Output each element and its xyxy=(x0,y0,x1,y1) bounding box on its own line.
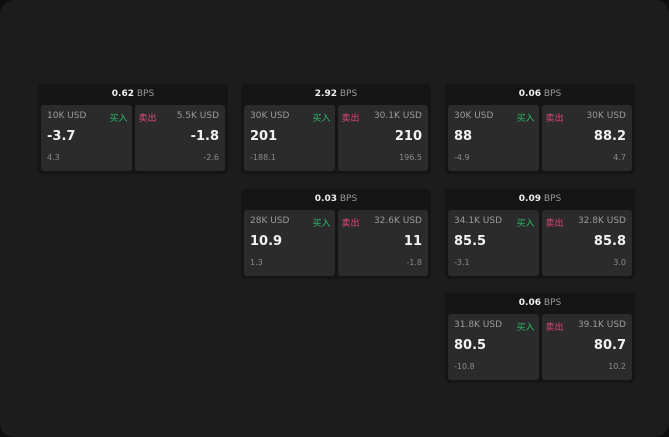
buy-quantity: 34.1K USD xyxy=(454,216,503,226)
buy-change: -10.8 xyxy=(454,362,475,371)
price-tile: 0.06 BPS 30K USD 买入 88 -4.9 卖出 30K USD 8… xyxy=(445,84,635,174)
sell-button[interactable]: 卖出 30K USD 88.2 4.7 xyxy=(541,105,632,171)
spread-header: 0.06 BPS xyxy=(445,84,635,104)
buy-change: -188.1 xyxy=(250,153,276,162)
buy-label: 买入 xyxy=(312,114,331,124)
buy-label: 买入 xyxy=(516,323,535,333)
price-tile: 0.06 BPS 31.8K USD 买入 80.5 -10.8 卖出 39.1… xyxy=(445,293,635,383)
buy-label: 买入 xyxy=(516,219,535,229)
sell-price: 80.7 xyxy=(593,338,626,353)
spread-header: 0.09 BPS xyxy=(445,189,635,209)
spread-unit: BPS xyxy=(339,89,358,99)
buy-change: 1.3 xyxy=(250,258,263,267)
sell-label: 卖出 xyxy=(545,323,564,333)
sell-label: 卖出 xyxy=(138,114,157,124)
spread-unit: BPS xyxy=(543,89,562,99)
sell-label: 卖出 xyxy=(341,114,360,124)
sell-label: 卖出 xyxy=(545,219,564,229)
sell-quantity: 39.1K USD xyxy=(577,320,626,330)
spread-header: 2.92 BPS xyxy=(241,84,431,104)
spread-value: 0.06 xyxy=(518,298,541,308)
sell-quantity: 32.6K USD xyxy=(373,216,422,226)
sell-change: 3.0 xyxy=(613,258,626,267)
buy-quantity: 30K USD xyxy=(454,111,494,121)
sell-button[interactable]: 卖出 30.1K USD 210 196.5 xyxy=(337,105,428,171)
buy-button[interactable]: 30K USD 买入 88 -4.9 xyxy=(448,105,539,171)
sell-change: 4.7 xyxy=(613,153,626,162)
sell-change: -2.6 xyxy=(203,153,219,162)
buy-change: -4.9 xyxy=(454,153,470,162)
buy-label: 买入 xyxy=(109,114,128,124)
spread-unit: BPS xyxy=(136,89,155,99)
sell-quantity: 30.1K USD xyxy=(373,111,422,121)
spread-unit: BPS xyxy=(543,298,562,308)
sell-change: -1.8 xyxy=(406,258,422,267)
buy-quantity: 30K USD xyxy=(250,111,290,121)
spread-unit: BPS xyxy=(339,194,358,204)
sell-quantity: 32.8K USD xyxy=(577,216,626,226)
sell-button[interactable]: 卖出 39.1K USD 80.7 10.2 xyxy=(541,314,632,380)
buy-change: -3.1 xyxy=(454,258,470,267)
spread-header: 0.62 BPS xyxy=(38,84,228,104)
sell-label: 卖出 xyxy=(341,219,360,229)
spread-value: 0.09 xyxy=(518,194,541,204)
sell-price: 11 xyxy=(403,234,422,249)
sell-button[interactable]: 卖出 5.5K USD -1.8 -2.6 xyxy=(134,105,225,171)
buy-price: 201 xyxy=(250,129,278,144)
buy-button[interactable]: 10K USD 买入 -3.7 4.3 xyxy=(41,105,132,171)
sell-price: 210 xyxy=(394,129,422,144)
buy-price: -3.7 xyxy=(47,129,76,144)
sell-price: 88.2 xyxy=(593,129,626,144)
sell-change: 10.2 xyxy=(608,362,626,371)
sell-label: 卖出 xyxy=(545,114,564,124)
sell-quantity: 5.5K USD xyxy=(176,111,219,121)
sell-button[interactable]: 卖出 32.8K USD 85.8 3.0 xyxy=(541,210,632,276)
buy-price: 10.9 xyxy=(250,234,283,249)
sell-button[interactable]: 卖出 32.6K USD 11 -1.8 xyxy=(337,210,428,276)
sell-price: 85.8 xyxy=(593,234,626,249)
buy-price: 88 xyxy=(454,129,473,144)
spread-value: 0.03 xyxy=(314,194,337,204)
price-tile: 2.92 BPS 30K USD 买入 201 -188.1 卖出 30.1K … xyxy=(241,84,431,174)
buy-button[interactable]: 31.8K USD 买入 80.5 -10.8 xyxy=(448,314,539,380)
spread-value: 2.92 xyxy=(314,89,337,99)
buy-quantity: 31.8K USD xyxy=(454,320,503,330)
buy-label: 买入 xyxy=(516,114,535,124)
sell-price: -1.8 xyxy=(190,129,219,144)
spread-value: 0.06 xyxy=(518,89,541,99)
price-tile: 0.62 BPS 10K USD 买入 -3.7 4.3 卖出 5.5K USD… xyxy=(38,84,228,174)
price-tile: 0.03 BPS 28K USD 买入 10.9 1.3 卖出 32.6K US… xyxy=(241,189,431,279)
buy-button[interactable]: 30K USD 买入 201 -188.1 xyxy=(244,105,335,171)
spread-value: 0.62 xyxy=(111,89,134,99)
buy-button[interactable]: 34.1K USD 买入 85.5 -3.1 xyxy=(448,210,539,276)
spread-header: 0.06 BPS xyxy=(445,293,635,313)
buy-price: 80.5 xyxy=(454,338,487,353)
buy-quantity: 28K USD xyxy=(250,216,290,226)
sell-change: 196.5 xyxy=(399,153,422,162)
price-tile: 0.09 BPS 34.1K USD 买入 85.5 -3.1 卖出 32.8K… xyxy=(445,189,635,279)
spread-header: 0.03 BPS xyxy=(241,189,431,209)
buy-quantity: 10K USD xyxy=(47,111,87,121)
buy-button[interactable]: 28K USD 买入 10.9 1.3 xyxy=(244,210,335,276)
buy-change: 4.3 xyxy=(47,153,60,162)
buy-label: 买入 xyxy=(312,219,331,229)
spread-unit: BPS xyxy=(543,194,562,204)
sell-quantity: 30K USD xyxy=(586,111,626,121)
buy-price: 85.5 xyxy=(454,234,487,249)
